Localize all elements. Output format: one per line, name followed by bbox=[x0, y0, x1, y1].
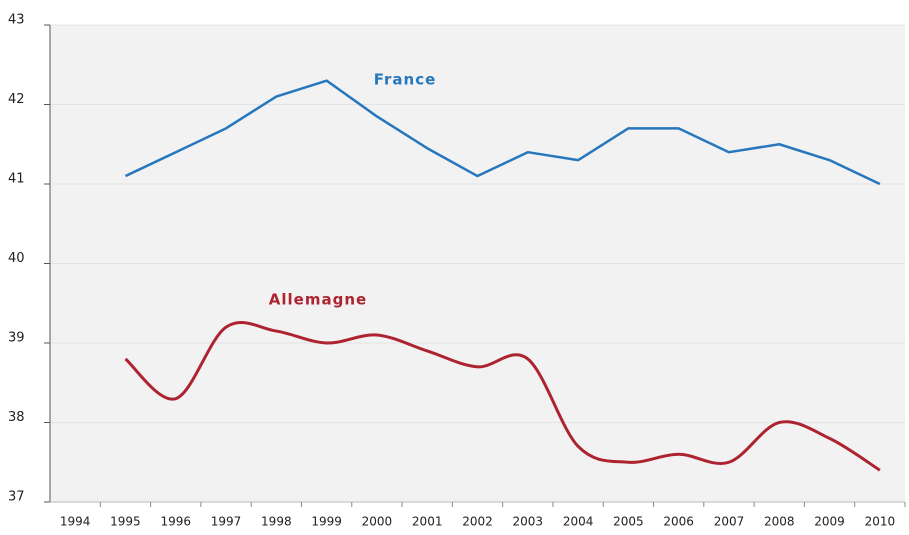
series-line bbox=[124, 321, 881, 472]
x-tick-label: 2000 bbox=[362, 515, 393, 529]
y-tick-label: 42 bbox=[8, 92, 25, 107]
series-line bbox=[124, 79, 881, 186]
x-tick-label: 1994 bbox=[60, 515, 91, 529]
x-tick-label: 2010 bbox=[865, 515, 896, 529]
x-tick-label: 1996 bbox=[160, 515, 191, 529]
series-label: France bbox=[374, 71, 437, 89]
x-tick-label: 1999 bbox=[311, 515, 342, 529]
x-tick-label: 2005 bbox=[613, 515, 644, 529]
y-tick-label: 38 bbox=[8, 410, 25, 425]
x-tick-label: 1995 bbox=[110, 515, 141, 529]
x-tick-label: 2007 bbox=[714, 515, 745, 529]
x-tick-label: 2001 bbox=[412, 515, 443, 529]
series-label: Allemagne bbox=[269, 291, 367, 309]
x-tick-label: 2004 bbox=[563, 515, 594, 529]
y-tick-label: 37 bbox=[8, 490, 25, 505]
y-tick-label: 39 bbox=[8, 331, 25, 346]
y-tick-label: 43 bbox=[8, 13, 25, 28]
x-tick-label: 2008 bbox=[764, 515, 795, 529]
x-tick-label: 2002 bbox=[462, 515, 493, 529]
x-tick-label: 1997 bbox=[211, 515, 242, 529]
y-tick-label: 41 bbox=[8, 172, 25, 187]
y-tick-label: 40 bbox=[8, 251, 25, 266]
x-tick-label: 2003 bbox=[513, 515, 544, 529]
x-tick-label: 2009 bbox=[814, 515, 845, 529]
x-tick-label: 1998 bbox=[261, 515, 292, 529]
x-tick-label: 2006 bbox=[663, 515, 694, 529]
